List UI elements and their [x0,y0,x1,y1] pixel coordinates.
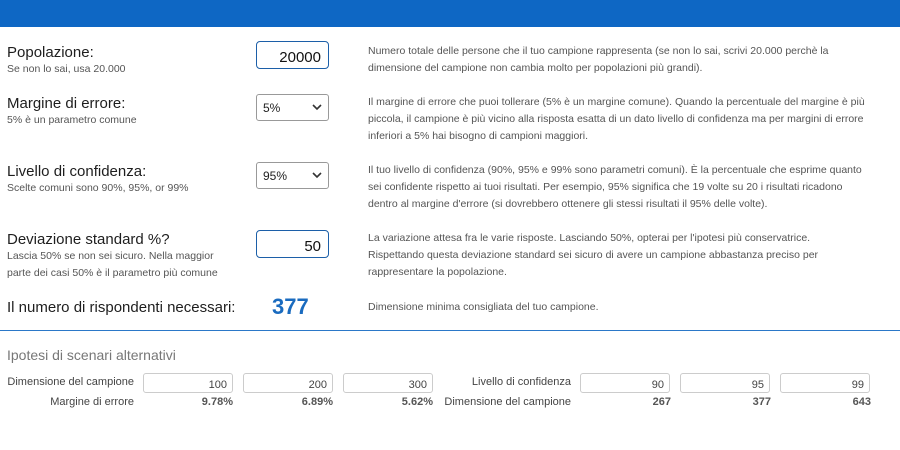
section-divider [0,330,900,331]
alt-margin-value-2: 6.89% [301,396,333,408]
population-input[interactable] [256,41,329,69]
result-value: 377 [272,294,309,319]
margin-selected-value: 5% [263,101,281,115]
confidence-selected-value: 95% [263,169,288,183]
alt-sample-size-input-1[interactable] [143,373,233,393]
std-dev-hint: Lascia 50% se non sei sicuro. Nella magg… [7,250,218,279]
alt-right-output-label: Dimensione del campione [444,396,571,408]
alt-sample-value-3: 643 [852,396,871,408]
margin-description: Il margine di errore che puoi tollerare … [368,96,865,143]
alt-confidence-input-3[interactable] [780,373,870,393]
margin-select[interactable]: 5% [256,94,329,121]
std-dev-label: Deviazione standard %? [7,231,170,248]
confidence-hint: Scelte comuni sono 90%, 95%, or 99% [7,182,189,194]
alt-right-input-label: Livello di confidenza [471,376,571,388]
result-description: Dimensione minima consigliata del tuo ca… [368,301,599,313]
alt-sample-size-input-2[interactable] [243,373,333,393]
margin-hint: 5% è un parametro comune [7,114,137,126]
chevron-down-icon [312,104,322,111]
population-label: Popolazione: [7,44,94,61]
alt-margin-value-1: 9.78% [201,396,233,408]
alt-confidence-input-1[interactable] [580,373,670,393]
top-header-bar [0,0,900,27]
population-description: Numero totale delle persone che il tuo c… [368,45,829,75]
margin-label: Margine di errore: [7,95,126,112]
confidence-select[interactable]: 95% [256,162,329,189]
std-dev-input[interactable] [256,230,329,258]
alt-left-input-label: Dimensione del campione [7,376,134,388]
std-dev-description: La variazione attesa fra le varie rispos… [368,232,819,279]
alternatives-title: Ipotesi di scenari alternativi [7,347,176,363]
alt-sample-value-2: 377 [752,396,771,408]
confidence-description: Il tuo livello di confidenza (90%, 95% e… [368,164,862,211]
confidence-label: Livello di confidenza: [7,163,147,180]
alt-confidence-input-2[interactable] [680,373,770,393]
population-hint: Se non lo sai, usa 20.000 [7,63,126,75]
alt-sample-size-input-3[interactable] [343,373,433,393]
chevron-down-icon [312,172,322,179]
alt-margin-value-3: 5.62% [401,396,433,408]
alt-sample-value-1: 267 [652,396,671,408]
result-label: Il numero di rispondenti necessari: [7,299,236,316]
alt-left-output-label: Margine di errore [50,396,134,408]
